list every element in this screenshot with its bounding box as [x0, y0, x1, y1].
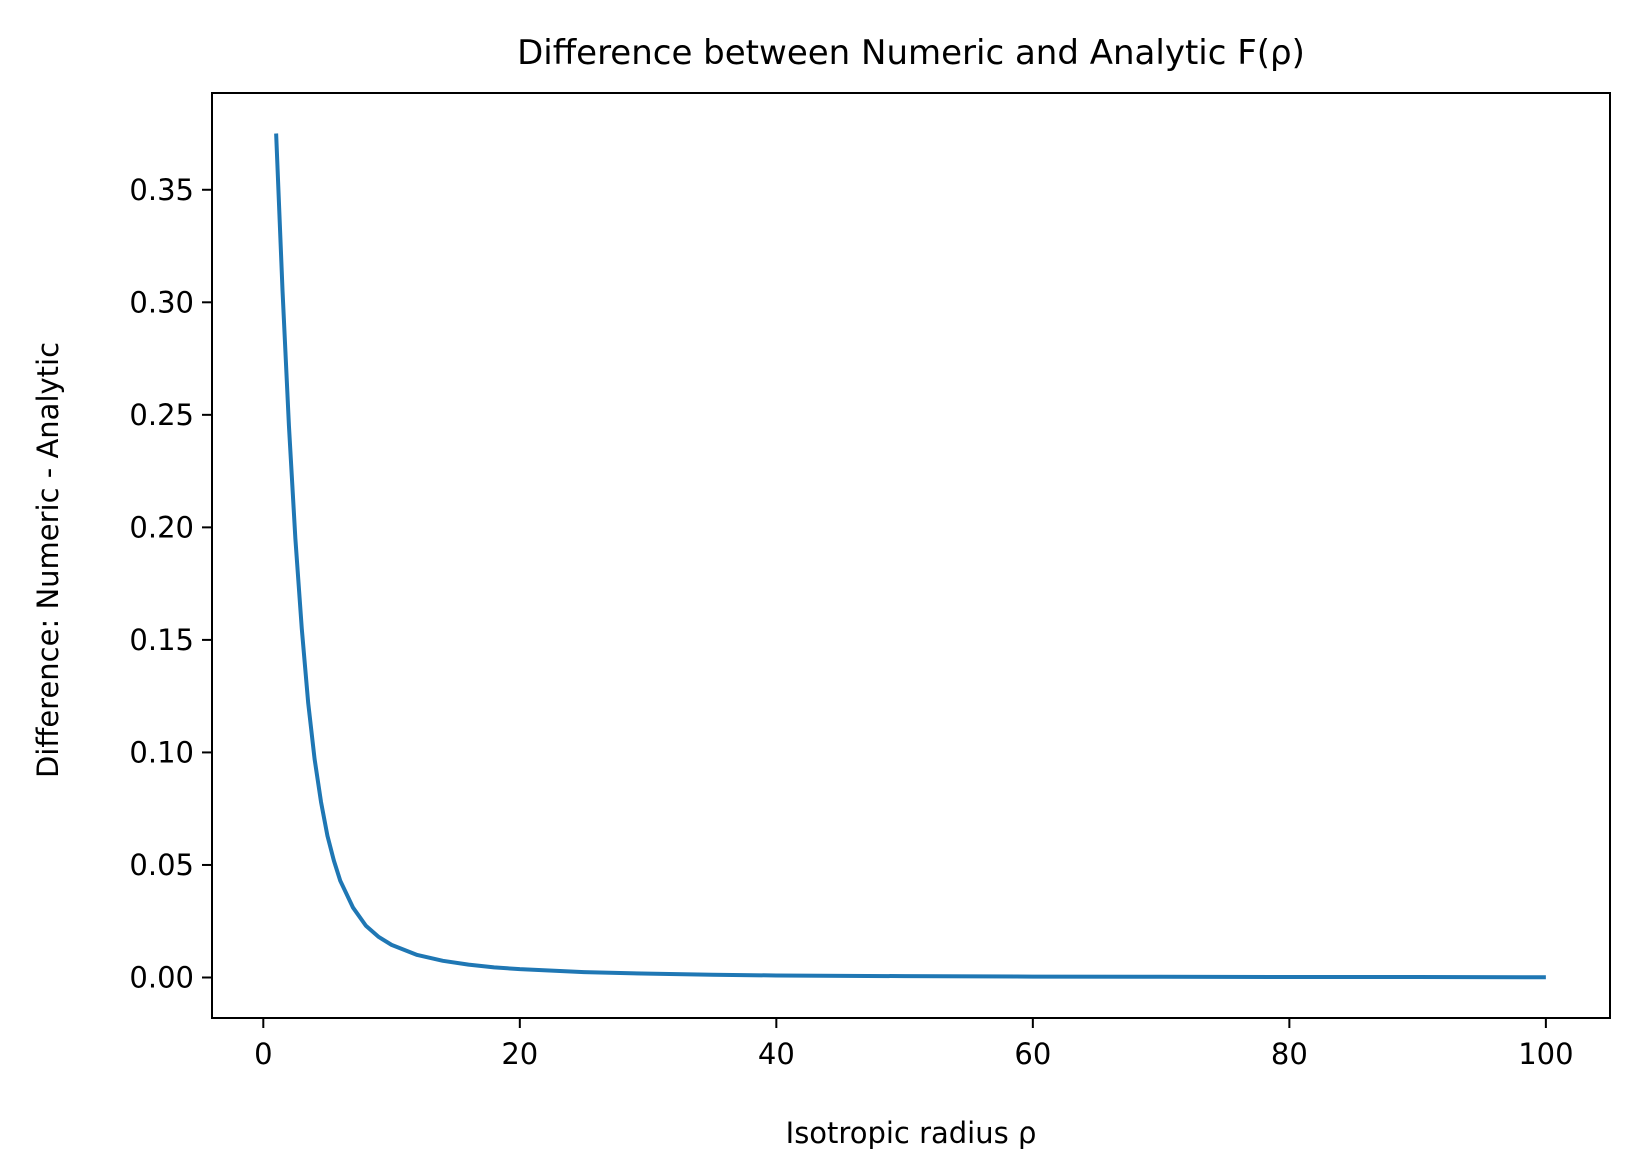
y-tick-label: 0.35 [129, 173, 194, 207]
chart-title: Difference between Numeric and Analytic … [517, 33, 1305, 73]
y-tick-label: 0.15 [129, 623, 194, 657]
x-axis: 0 20 40 60 80 100 [254, 1018, 1574, 1071]
x-tick-label: 40 [758, 1037, 795, 1071]
y-tick-label: 0.05 [129, 848, 194, 882]
x-axis-title: Isotropic radius ρ [786, 1116, 1037, 1150]
y-axis-title: Difference: Numeric - Analytic [31, 342, 65, 778]
y-tick-label: 0.25 [129, 398, 194, 432]
y-tick-label: 0.30 [129, 285, 194, 319]
x-tick-label: 60 [1014, 1037, 1051, 1071]
x-tick-label: 100 [1518, 1037, 1573, 1071]
y-tick-label: 0.00 [129, 960, 194, 994]
y-tick-label: 0.20 [129, 510, 194, 544]
plot-frame [211, 92, 1611, 1019]
plot-area [274, 133, 1546, 980]
series-line [274, 133, 1546, 980]
x-tick-label: 20 [501, 1037, 538, 1071]
x-tick-label: 0 [254, 1037, 272, 1071]
x-tick-label: 80 [1271, 1037, 1308, 1071]
y-tick-label: 0.10 [129, 735, 194, 769]
y-axis: 0.00 0.05 0.10 0.15 0.20 0.25 0.30 0.35 [129, 173, 212, 994]
